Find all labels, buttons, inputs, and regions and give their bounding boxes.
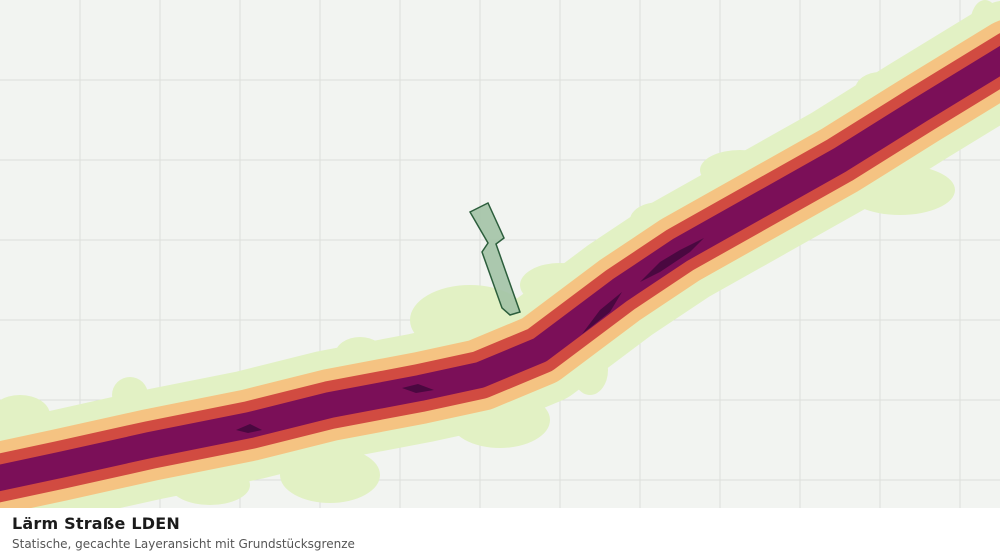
noise-band-very-high xyxy=(0,45,1000,492)
noise-layer xyxy=(0,0,1000,508)
parcel-boundary[interactable] xyxy=(468,201,521,316)
noise-zone-peak xyxy=(236,238,704,433)
caption: Lärm Straße LDEN Statische, gecachte Lay… xyxy=(0,508,1000,560)
layer-subtitle: Statische, gecachte Layeransicht mit Gru… xyxy=(12,537,355,551)
layer-title: Lärm Straße LDEN xyxy=(12,514,180,533)
map[interactable] xyxy=(0,0,1000,508)
